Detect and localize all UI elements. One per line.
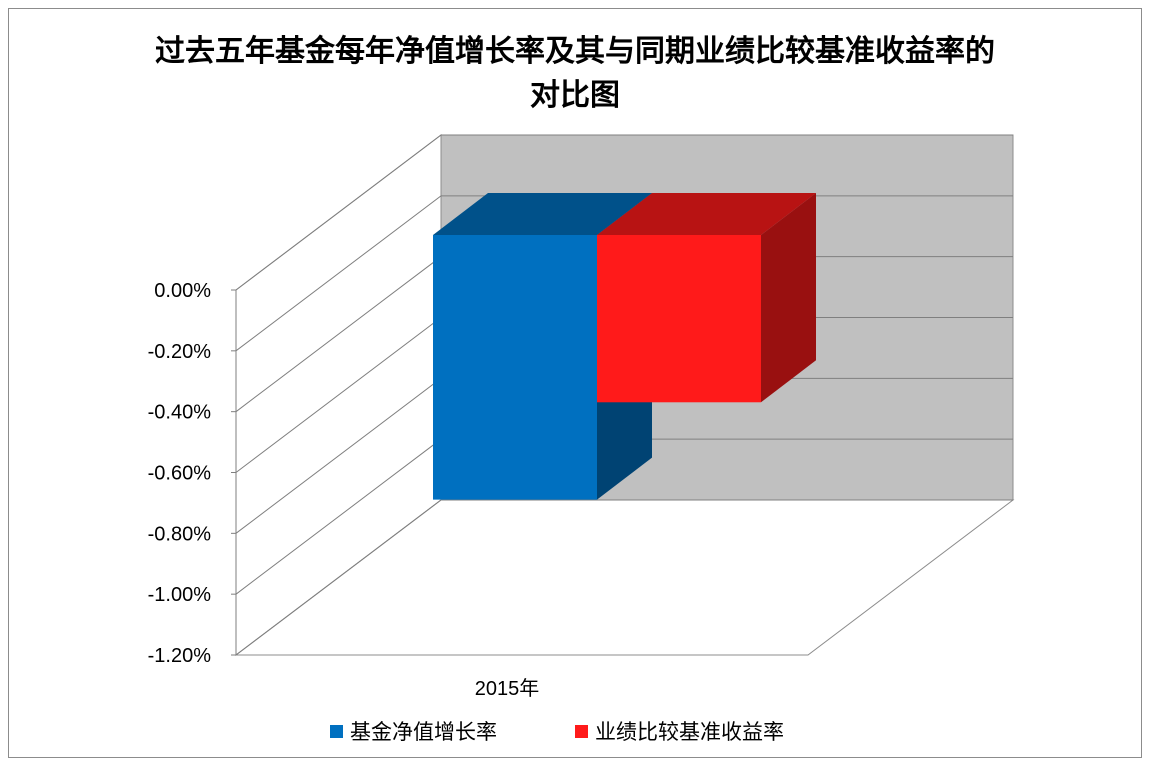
y-tick-label: -0.40% xyxy=(148,402,212,424)
bars xyxy=(433,193,816,500)
legend: 基金净值增长率 业绩比较基准收益率 xyxy=(330,721,784,744)
legend-label: 业绩比较基准收益率 xyxy=(595,721,784,744)
y-tick-label: -1.20% xyxy=(148,645,212,667)
bar-top xyxy=(433,193,652,235)
bar-side xyxy=(761,193,816,403)
gridline xyxy=(235,499,1013,656)
chart-title: 过去五年基金每年净值增长率及其与同期业绩比较基准收益率的 对比图 xyxy=(0,30,1150,118)
bar-top xyxy=(597,193,816,235)
bar-front xyxy=(597,235,761,403)
gridline xyxy=(235,134,1013,291)
legend-swatch xyxy=(330,725,343,738)
chart-title-line-1: 过去五年基金每年净值增长率及其与同期业绩比较基准收益率的 xyxy=(155,34,995,69)
legend-swatch xyxy=(575,725,588,738)
y-tick-label: -0.60% xyxy=(148,463,212,485)
y-tick-label: -0.80% xyxy=(148,523,212,545)
y-tick-label: -0.20% xyxy=(148,341,212,363)
legend-label: 基金净值增长率 xyxy=(350,721,497,744)
x-axis-category-labels: 2015年 xyxy=(475,677,540,700)
y-tick-label: -1.00% xyxy=(148,584,212,606)
chart-title-line-2: 对比图 xyxy=(530,78,620,113)
x-category-label: 2015年 xyxy=(475,677,540,700)
y-axis-tick-labels: 0.00% -0.20% -0.40% -0.60% -0.80% -1.00% -1.20… xyxy=(148,280,212,667)
gridline xyxy=(235,195,1013,352)
bar-front xyxy=(433,235,597,500)
y-tick-label: 0.00% xyxy=(154,280,211,302)
